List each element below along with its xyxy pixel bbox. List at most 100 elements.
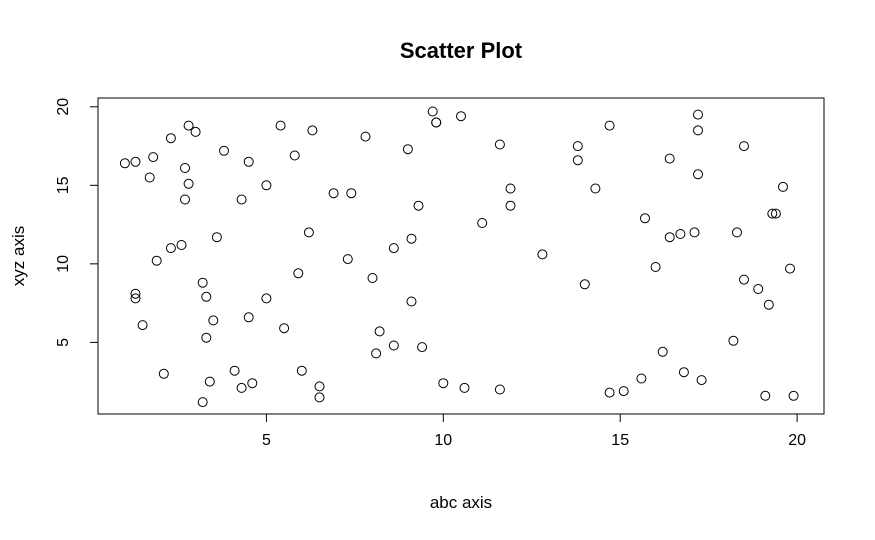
data-point [650, 262, 661, 272]
y-tick-label: 5 [55, 338, 72, 347]
data-point [119, 158, 130, 169]
data-point [243, 156, 254, 167]
data-point [572, 141, 583, 152]
x-tick-label: 5 [262, 432, 271, 449]
data-point [739, 274, 749, 285]
data-point [130, 288, 141, 299]
data-point [346, 188, 357, 199]
data-point [689, 227, 700, 238]
data-point [678, 367, 689, 378]
data-point [367, 273, 378, 283]
data-point [229, 365, 240, 376]
data-point [243, 312, 254, 323]
data-point [579, 279, 590, 290]
data-point [388, 340, 399, 351]
data-point [296, 365, 307, 376]
data-point [201, 291, 212, 302]
data-point [371, 348, 382, 359]
data-point [636, 373, 647, 384]
data-point [144, 172, 155, 183]
data-point [788, 390, 799, 401]
data-point [693, 125, 703, 136]
data-point [219, 145, 229, 156]
data-point [180, 163, 190, 173]
data-point [165, 243, 176, 254]
data-point [459, 382, 470, 393]
data-point [293, 268, 304, 279]
data-point [675, 229, 686, 239]
data-point [785, 263, 795, 274]
data-point [183, 120, 194, 131]
data-point [696, 375, 707, 386]
data-point [406, 233, 417, 244]
x-tick-label: 20 [788, 432, 806, 449]
data-point [374, 326, 385, 337]
y-axis-label: xyz axis [9, 226, 28, 286]
x-tick-label: 15 [611, 432, 629, 449]
plot-frame [97, 97, 825, 415]
data-point [289, 150, 300, 161]
data-point [204, 376, 215, 387]
data-point [693, 109, 703, 120]
data-point [572, 155, 583, 166]
data-point [431, 117, 442, 128]
data-point [303, 227, 314, 238]
data-point [767, 208, 778, 219]
x-axis: 5 10 15 20 [262, 414, 806, 449]
data-point [328, 188, 339, 199]
data-point [413, 200, 424, 211]
data-point [307, 125, 318, 136]
data-point [314, 381, 325, 392]
x-tick-label: 10 [434, 432, 452, 449]
data-point [618, 386, 629, 397]
data-point [732, 227, 742, 238]
data-point [604, 120, 615, 131]
data-point [739, 141, 749, 152]
data-point [438, 378, 449, 389]
data-point [180, 194, 190, 205]
data-point [505, 200, 516, 211]
data-point [183, 178, 194, 189]
data-point [657, 346, 668, 357]
data-point [537, 249, 548, 260]
data-point [402, 144, 413, 155]
data-point [201, 332, 212, 343]
data-point [406, 296, 417, 307]
data-point [190, 126, 201, 137]
data-point [494, 139, 505, 150]
data-point [760, 390, 771, 401]
x-axis-label: abc axis [430, 493, 492, 512]
data-point [165, 133, 176, 144]
data-point [494, 384, 505, 395]
data-point [279, 323, 290, 334]
data-point [664, 153, 675, 164]
data-point [590, 183, 601, 194]
data-point [176, 240, 187, 250]
data-point [211, 232, 222, 243]
data-points [119, 106, 799, 408]
data-point [763, 299, 774, 310]
data-point [477, 218, 488, 228]
data-point [236, 382, 247, 393]
y-tick-label: 20 [55, 98, 72, 116]
data-point [130, 293, 141, 304]
data-point [640, 213, 650, 224]
y-tick-label: 10 [55, 255, 72, 273]
data-point [728, 335, 739, 346]
data-point [130, 156, 141, 167]
data-point [151, 255, 162, 266]
y-tick-label: 15 [55, 176, 72, 194]
data-point [456, 111, 466, 122]
data-point [604, 387, 615, 398]
data-point [427, 106, 438, 117]
data-point [778, 181, 788, 192]
data-point [275, 120, 286, 131]
data-point [342, 254, 353, 265]
chart-title: Scatter Plot [400, 38, 523, 63]
data-point [261, 180, 272, 191]
data-point [693, 169, 703, 180]
data-point [388, 243, 399, 254]
data-point [137, 320, 148, 331]
